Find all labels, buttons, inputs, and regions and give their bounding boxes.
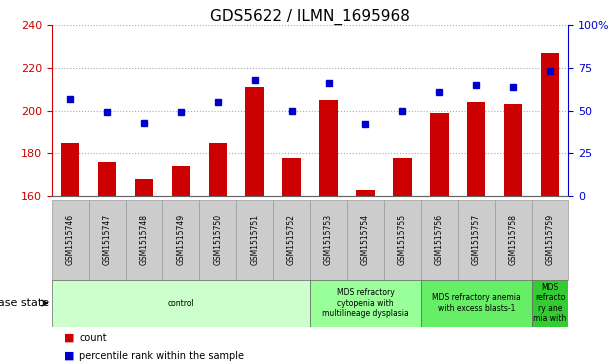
Text: percentile rank within the sample: percentile rank within the sample (79, 351, 244, 361)
Bar (209, 143, 227, 363)
Bar (52, 280, 310, 327)
Text: GSM1515754: GSM1515754 (361, 214, 370, 265)
Text: count: count (79, 333, 106, 343)
Bar (246, 87, 264, 363)
Bar (467, 102, 485, 363)
Bar (430, 113, 449, 363)
Bar (495, 200, 531, 280)
Bar (199, 200, 237, 280)
Bar (421, 280, 531, 327)
Bar (531, 200, 568, 280)
Text: GSM1515755: GSM1515755 (398, 214, 407, 265)
Bar (125, 200, 162, 280)
Bar (310, 280, 421, 327)
Text: GSM1515751: GSM1515751 (250, 214, 259, 265)
Bar (319, 100, 338, 363)
Bar (504, 104, 522, 363)
Bar (541, 53, 559, 363)
Text: GSM1515746: GSM1515746 (66, 214, 75, 265)
Bar (98, 162, 116, 363)
Bar (393, 158, 412, 363)
Bar (421, 200, 458, 280)
Bar (282, 158, 301, 363)
Text: GSM1515747: GSM1515747 (103, 214, 111, 265)
Text: disease state: disease state (0, 298, 49, 308)
Bar (531, 280, 568, 327)
Bar (310, 200, 347, 280)
Text: GSM1515758: GSM1515758 (509, 214, 517, 265)
Text: GSM1515748: GSM1515748 (139, 214, 148, 265)
Text: control: control (168, 299, 194, 307)
Bar (356, 189, 375, 363)
Bar (237, 200, 273, 280)
Bar (458, 200, 495, 280)
Bar (384, 200, 421, 280)
Text: GSM1515750: GSM1515750 (213, 214, 223, 265)
Text: GSM1515757: GSM1515757 (472, 214, 481, 265)
Text: MDS refractory
cytopenia with
multilineage dysplasia: MDS refractory cytopenia with multilinea… (322, 288, 409, 318)
Bar (89, 200, 125, 280)
Bar (135, 179, 153, 363)
Bar (273, 200, 310, 280)
Title: GDS5622 / ILMN_1695968: GDS5622 / ILMN_1695968 (210, 9, 410, 25)
Text: GSM1515752: GSM1515752 (287, 214, 296, 265)
Bar (61, 143, 80, 363)
Bar (162, 200, 199, 280)
Bar (171, 166, 190, 363)
Text: ■: ■ (64, 333, 74, 343)
Text: MDS
refracto
ry ane
mia with: MDS refracto ry ane mia with (533, 283, 567, 323)
Text: GSM1515753: GSM1515753 (324, 214, 333, 265)
Text: GSM1515756: GSM1515756 (435, 214, 444, 265)
Text: MDS refractory anemia
with excess blasts-1: MDS refractory anemia with excess blasts… (432, 293, 520, 313)
Bar (347, 200, 384, 280)
Text: GSM1515759: GSM1515759 (545, 214, 554, 265)
Bar (52, 200, 89, 280)
Text: ■: ■ (64, 351, 74, 361)
Text: GSM1515749: GSM1515749 (176, 214, 185, 265)
